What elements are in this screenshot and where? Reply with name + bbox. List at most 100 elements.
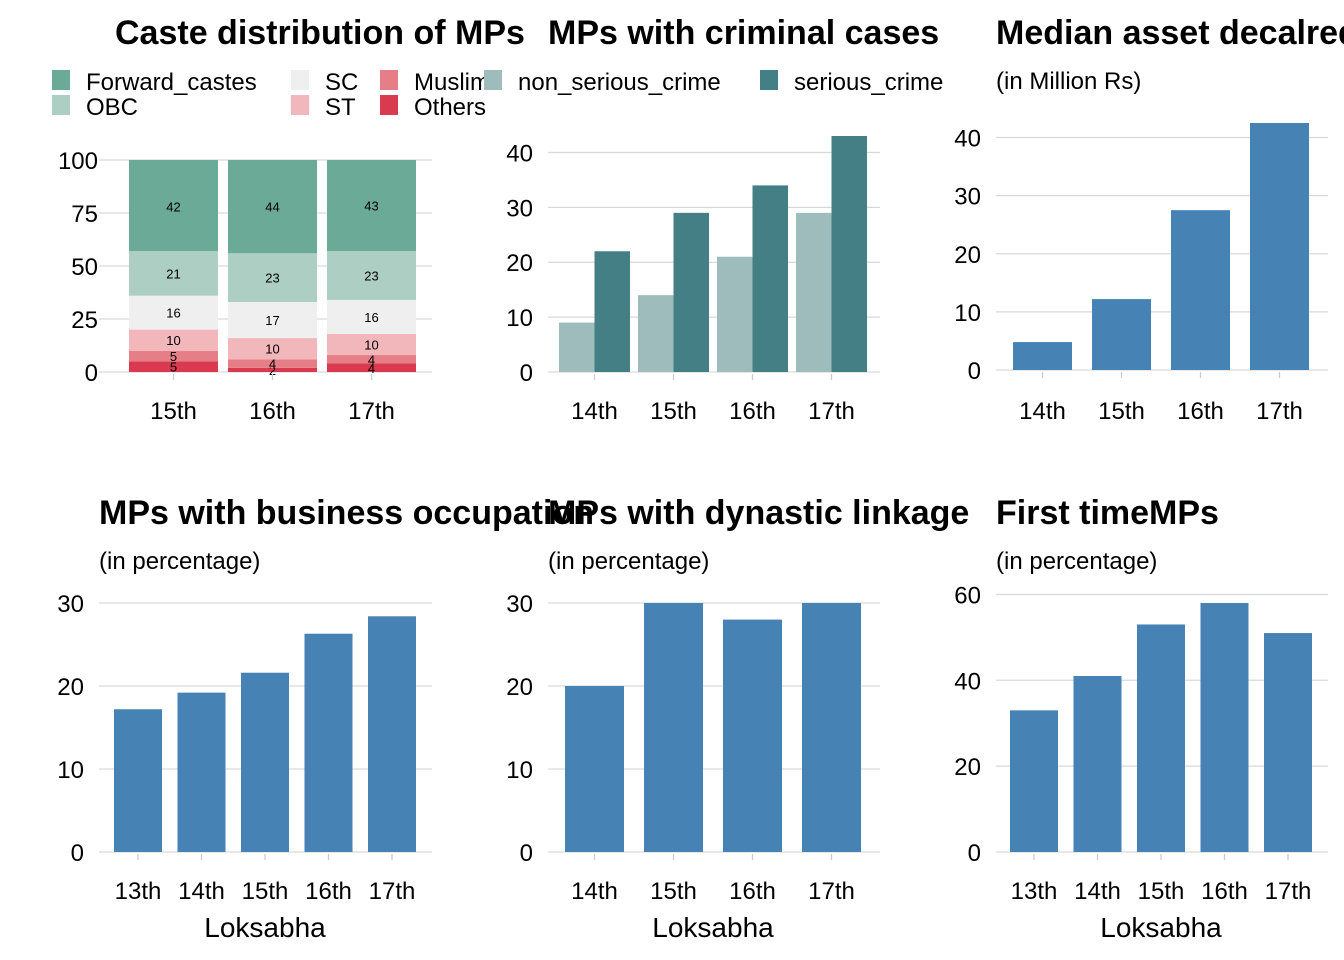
segment-Others-15th bbox=[129, 361, 218, 372]
bar-non_serious_crime-17th bbox=[796, 212, 832, 372]
segment-OBC-15th bbox=[129, 251, 218, 296]
legend-label: non_serious_crime bbox=[518, 69, 721, 96]
segment-SC-16th bbox=[228, 302, 317, 339]
dynastic-bars bbox=[565, 603, 861, 852]
assets-title: Median asset decalred bbox=[996, 14, 1344, 52]
legend-swatch bbox=[760, 70, 778, 90]
bar-15th bbox=[644, 603, 703, 852]
y-tick-label: 10 bbox=[506, 757, 533, 784]
segment-label: 10 bbox=[265, 342, 279, 357]
bar-serious_crime-16th bbox=[752, 185, 788, 372]
firsttime-panel: First timeMPs (in percentage) 0 20 40 60 13t… bbox=[954, 494, 1328, 943]
legend-label: OBC bbox=[86, 94, 138, 121]
bar-16th bbox=[304, 633, 353, 852]
bar-17th bbox=[1250, 123, 1309, 370]
y-tick-label: 10 bbox=[954, 300, 981, 327]
segment-label: 5 bbox=[170, 360, 177, 375]
bar-serious_crime-14th bbox=[594, 251, 630, 372]
bar-serious_crime-15th bbox=[673, 212, 709, 372]
y-tick-label: 20 bbox=[954, 242, 981, 269]
dynastic-xlabel: Loksabha bbox=[652, 912, 774, 943]
bar-non_serious_crime-15th bbox=[638, 295, 674, 372]
segment-Muslims-15th bbox=[129, 350, 218, 362]
x-tick-label: 17th bbox=[1265, 878, 1312, 905]
y-tick-label: 20 bbox=[57, 674, 84, 701]
x-tick-label: 14th bbox=[571, 878, 618, 905]
segment-label: 21 bbox=[166, 266, 180, 281]
business-subtitle: (in percentage) bbox=[99, 548, 260, 575]
legend-label: ST bbox=[325, 94, 356, 121]
bar-non_serious_crime-14th bbox=[559, 322, 595, 372]
x-tick-label: 17th bbox=[369, 878, 416, 905]
segment-label: 44 bbox=[265, 200, 279, 215]
y-tick-label: 10 bbox=[506, 305, 533, 332]
bar-14th bbox=[1013, 342, 1072, 370]
bar-16th bbox=[1200, 603, 1249, 852]
firsttime-xlabel: Loksabha bbox=[1100, 912, 1222, 943]
bar-15th bbox=[1092, 299, 1151, 370]
y-tick-label: 30 bbox=[506, 591, 533, 618]
y-tick-label: 40 bbox=[506, 140, 533, 167]
segment-SC-15th bbox=[129, 295, 218, 330]
business-xlabel: Loksabha bbox=[204, 912, 326, 943]
bar-serious_crime-17th bbox=[831, 136, 867, 372]
business-panel: MPs with business occupation (in percent… bbox=[57, 494, 594, 943]
y-tick-label: 40 bbox=[954, 668, 981, 695]
assets-bars bbox=[1013, 123, 1309, 370]
segment-SC-17th bbox=[327, 299, 416, 334]
segment-OBC-16th bbox=[228, 253, 317, 303]
x-tick-label: 13th bbox=[115, 878, 162, 905]
x-tick-label: 14th bbox=[571, 398, 618, 425]
bar-17th bbox=[1264, 633, 1312, 852]
y-tick-label: 0 bbox=[520, 840, 533, 867]
criminal-bars bbox=[559, 136, 867, 372]
assets-panel: Median asset decalred (in Million Rs) 0 1… bbox=[954, 14, 1344, 425]
x-tick-label: 14th bbox=[1019, 398, 1066, 425]
x-tick-label: 16th bbox=[305, 878, 352, 905]
x-tick-label: 15th bbox=[1138, 878, 1185, 905]
legend-label: SC bbox=[325, 69, 358, 96]
firsttime-subtitle: (in percentage) bbox=[996, 548, 1157, 575]
x-tick-label: 17th bbox=[808, 878, 855, 905]
segment-Muslims-16th bbox=[228, 359, 317, 368]
bar-non_serious_crime-16th bbox=[717, 256, 753, 372]
y-tick-label: 50 bbox=[71, 254, 98, 281]
y-tick-label: 10 bbox=[57, 757, 84, 784]
segment-label: 23 bbox=[265, 271, 279, 286]
bar-17th bbox=[368, 616, 416, 852]
y-tick-label: 30 bbox=[506, 195, 533, 222]
segment-label: 5 bbox=[170, 349, 177, 364]
x-tick-label: 15th bbox=[150, 398, 197, 425]
segment-ST-15th bbox=[129, 329, 218, 351]
segment-Forward_castes-15th bbox=[129, 160, 218, 252]
segment-Forward_castes-16th bbox=[228, 160, 317, 254]
segment-Muslims-17th bbox=[327, 355, 416, 364]
legend-swatch bbox=[52, 95, 70, 115]
x-tick-label: 14th bbox=[178, 878, 225, 905]
legend-swatch bbox=[291, 70, 309, 90]
segment-label: 10 bbox=[166, 333, 180, 348]
x-tick-label: 17th bbox=[1256, 398, 1303, 425]
x-tick-label: 14th bbox=[1074, 878, 1121, 905]
caste-title: Caste distribution of MPs bbox=[115, 14, 525, 52]
legend-label: serious_crime bbox=[794, 69, 943, 96]
bar-14th bbox=[177, 692, 226, 852]
x-tick-label: 17th bbox=[808, 398, 855, 425]
x-tick-label: 16th bbox=[1201, 878, 1248, 905]
bar-13th bbox=[114, 709, 162, 852]
x-tick-label: 15th bbox=[650, 398, 697, 425]
bar-14th bbox=[1073, 675, 1122, 852]
x-tick-label: 15th bbox=[1098, 398, 1145, 425]
legend-swatch bbox=[291, 95, 309, 115]
business-bars bbox=[114, 616, 416, 852]
assets-subtitle: (in Million Rs) bbox=[996, 68, 1141, 95]
criminal-title: MPs with criminal cases bbox=[548, 14, 939, 52]
segment-label: 16 bbox=[364, 310, 378, 325]
bar-14th bbox=[565, 686, 624, 852]
segment-ST-17th bbox=[327, 333, 416, 356]
bar-15th bbox=[241, 672, 289, 852]
x-tick-label: 16th bbox=[729, 878, 776, 905]
legend-label: Forward_castes bbox=[86, 69, 257, 96]
